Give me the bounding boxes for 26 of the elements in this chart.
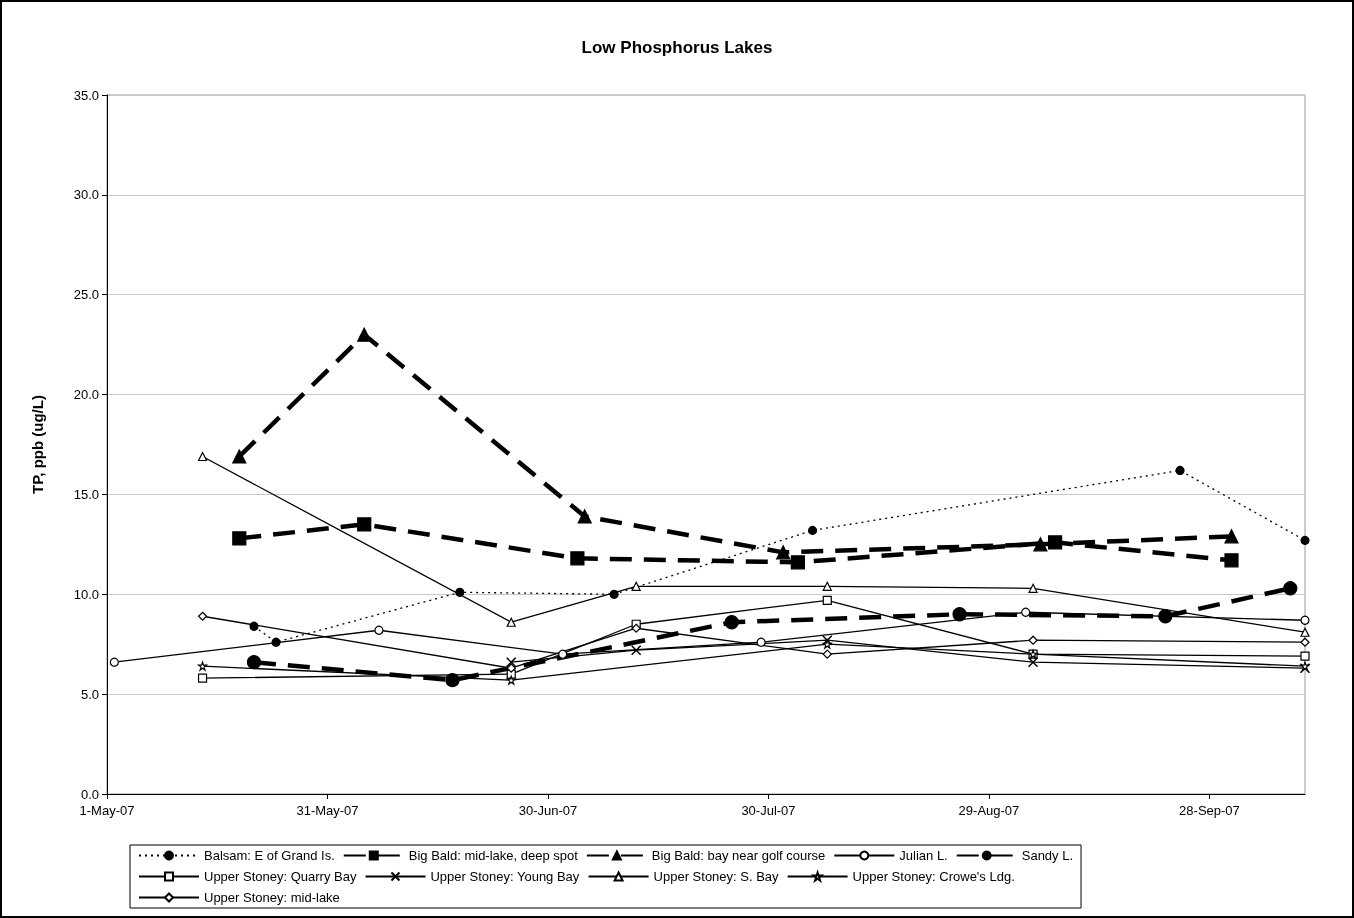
y-tick-label: 25.0	[73, 287, 99, 303]
legend-label: Sandy L.	[1021, 848, 1074, 863]
legend-label: Upper Stoney: S. Bay	[653, 869, 780, 884]
x-tick-label: 30-Jul-07	[741, 803, 796, 818]
legend-label: Upper Stoney: Quarry Bay	[204, 869, 357, 884]
y-tick-label: 35.0	[73, 87, 99, 103]
y-tick-label: 0.0	[80, 786, 99, 802]
x-tick-label: 1-May-07	[79, 803, 135, 818]
y-tick-label: 15.0	[73, 486, 99, 502]
legend-label: Upper Stoney: mid-lake	[204, 890, 340, 905]
legend-label: Big Bald: bay near golf course	[651, 848, 826, 863]
x-tick-label: 28-Sep-07	[1179, 803, 1240, 818]
chart-title: Low Phosphorus Lakes	[581, 38, 773, 57]
legend-label: Balsam: E of Grand Is.	[204, 848, 335, 863]
legend-label: Upper Stoney: Crowe's Ldg.	[852, 869, 1015, 884]
x-tick-label: 31-May-07	[296, 803, 359, 818]
y-axis-title: TP, ppb (ug/L)	[29, 395, 46, 494]
y-tick-label: 5.0	[80, 686, 99, 702]
legend-label: Julian L.	[899, 848, 948, 863]
x-tick-label: 29-Aug-07	[958, 803, 1020, 818]
y-tick-label: 30.0	[73, 187, 99, 203]
y-tick-label: 20.0	[73, 387, 99, 403]
y-tick-label: 10.0	[73, 586, 99, 602]
x-tick-label: 30-Jun-07	[518, 803, 578, 818]
legend-label: Big Bald: mid-lake, deep spot	[408, 848, 579, 863]
legend-label: Upper Stoney: Young Bay	[430, 869, 580, 884]
